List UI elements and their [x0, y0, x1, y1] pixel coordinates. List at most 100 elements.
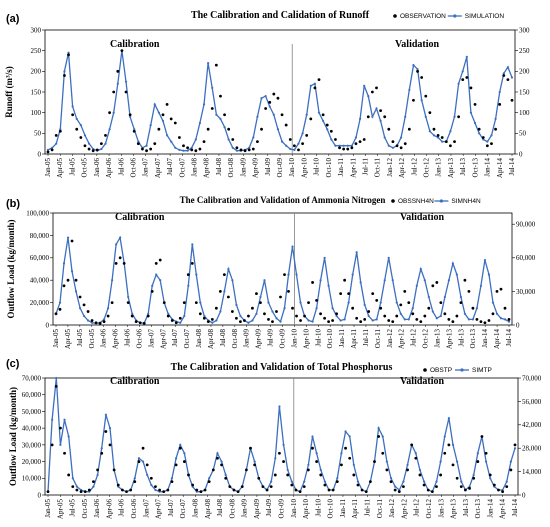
legend-observation-label: OBSSNH4N: [398, 198, 434, 205]
observation-point: [379, 109, 383, 112]
observation-point: [86, 310, 90, 313]
observation-point: [108, 443, 112, 447]
simulation-point: [336, 477, 339, 480]
simulation-point: [147, 312, 150, 315]
x-tick-label: Jul-07: [167, 499, 175, 517]
simulation-point: [352, 463, 355, 467]
observation-point: [177, 136, 181, 139]
observation-point: [430, 490, 434, 494]
x-tick-label: Apr-11: [351, 499, 359, 519]
simulation-point: [133, 477, 136, 480]
x-tick-label: Jan-08: [195, 329, 203, 348]
observation-point: [116, 69, 120, 73]
x-tick-label: Jul-14: [508, 158, 516, 176]
observation-point: [488, 473, 492, 477]
simulation-point: [78, 307, 82, 310]
chart-title: The Calibration and Calidation of Runoff: [191, 10, 370, 21]
observation-point: [178, 446, 182, 450]
y-tick-label: 20,000: [30, 299, 50, 307]
observation-point: [327, 488, 331, 492]
simulation-point: [431, 310, 434, 313]
observation-point: [453, 140, 456, 144]
observation-point: [393, 488, 397, 492]
x-tick-label: Jul-08: [219, 329, 227, 347]
observation-point: [278, 451, 281, 455]
observation-point: [290, 483, 294, 487]
observation-point: [494, 127, 497, 131]
simulation-line: [55, 235, 510, 325]
observation-point: [283, 273, 286, 276]
observation-point: [251, 306, 254, 310]
observation-point: [451, 463, 455, 467]
observation-point: [50, 443, 54, 447]
simulation-point: [507, 320, 511, 323]
observation-point: [286, 473, 290, 477]
series-observation: [46, 384, 517, 494]
observation-point: [315, 298, 318, 302]
observation-point: [510, 98, 514, 102]
simulation-point: [259, 295, 262, 299]
simulation-point: [330, 138, 333, 141]
simulation-point: [174, 146, 177, 149]
legend-simulation-marker: [453, 14, 457, 18]
observation-point: [331, 319, 335, 322]
x-tick-label: Jul-08: [216, 499, 224, 517]
observation-point: [352, 473, 356, 477]
observation-point: [444, 140, 448, 144]
observation-point: [412, 98, 415, 102]
observation-point: [271, 320, 274, 324]
observation-point: [198, 147, 202, 151]
x-tick-label: Apr-12: [398, 158, 406, 179]
observation-point: [206, 320, 210, 324]
simulation-point: [74, 290, 78, 293]
panel-label: (c): [6, 358, 20, 370]
observation-point: [325, 123, 329, 127]
y-tick-label: 0: [46, 321, 50, 329]
x-tick-label: Jul-11: [361, 158, 369, 176]
observation-point: [507, 318, 511, 321]
simulation-point: [285, 144, 288, 147]
observation-point: [79, 490, 83, 494]
simulation-point: [215, 113, 218, 116]
observation-point: [199, 490, 203, 494]
x-tick-label: Apr-05: [56, 499, 64, 520]
legend-simulation-label: SIMNH4N: [451, 198, 481, 205]
panel-c: (c) The Calibration and Validation of Tot…: [6, 358, 542, 519]
simulation-point: [231, 146, 234, 149]
observation-point: [395, 144, 399, 148]
x-tick-label: Jul-08: [215, 158, 223, 176]
x-tick-label: Jul-09: [265, 499, 273, 517]
y-tick-label: 0: [38, 150, 42, 158]
simulation-point: [83, 134, 87, 137]
x-tick-label: Oct-08: [228, 499, 236, 519]
y-tick-label: 60,000: [22, 391, 42, 399]
observation-point: [287, 290, 290, 293]
observation-point: [78, 295, 82, 299]
observation-point: [455, 314, 459, 318]
observation-point: [170, 319, 174, 322]
simulation-point: [435, 317, 438, 320]
observation-point: [98, 321, 102, 325]
x-tick-label: Jan-08: [191, 499, 199, 518]
observation-point: [126, 301, 130, 304]
x-tick-label: Oct-10: [325, 158, 333, 178]
simulation-point: [271, 310, 274, 313]
observation-point: [120, 488, 124, 492]
y-tick-label: 50: [34, 130, 42, 138]
observation-point: [210, 318, 214, 321]
observation-point: [66, 278, 70, 282]
observation-point: [344, 446, 347, 450]
observation-point: [363, 318, 367, 321]
observation-point: [406, 468, 409, 472]
simulation-point: [439, 460, 442, 463]
observation-point: [459, 301, 463, 304]
observation-point: [265, 488, 269, 492]
x-tick-label: Apr-13: [447, 158, 455, 179]
simulation-point: [344, 430, 347, 433]
observation-point: [247, 314, 250, 318]
x-tick-label: Jan-14: [481, 329, 489, 348]
simulation-point: [451, 443, 455, 446]
y-tick-label: 50,000: [22, 408, 42, 416]
y2-tick-label: 70,000: [522, 374, 542, 382]
simulation-point: [334, 144, 337, 147]
